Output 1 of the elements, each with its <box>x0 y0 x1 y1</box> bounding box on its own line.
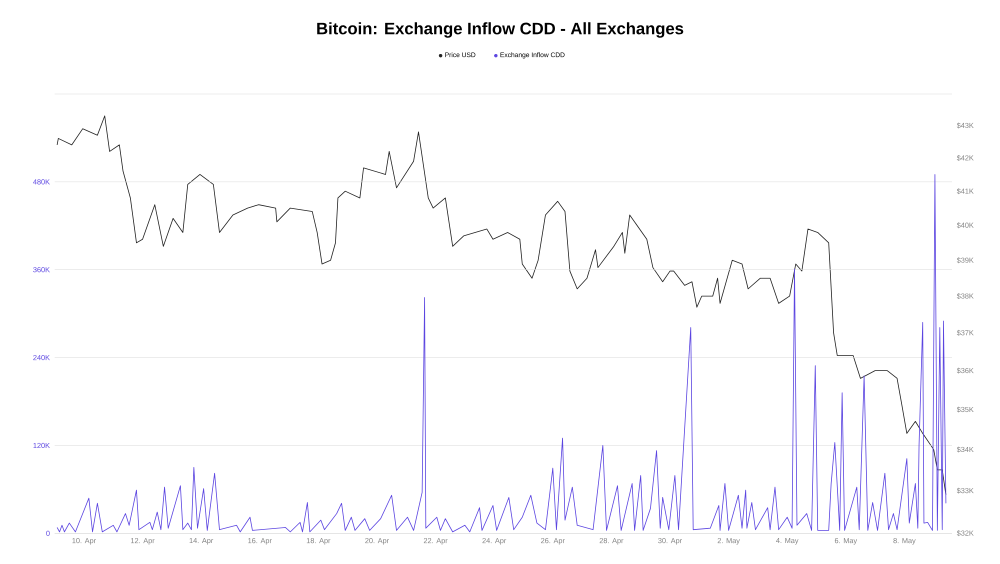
chart-title: Bitcoin: Exchange Inflow CDD - All Exchanges <box>317 22 684 38</box>
